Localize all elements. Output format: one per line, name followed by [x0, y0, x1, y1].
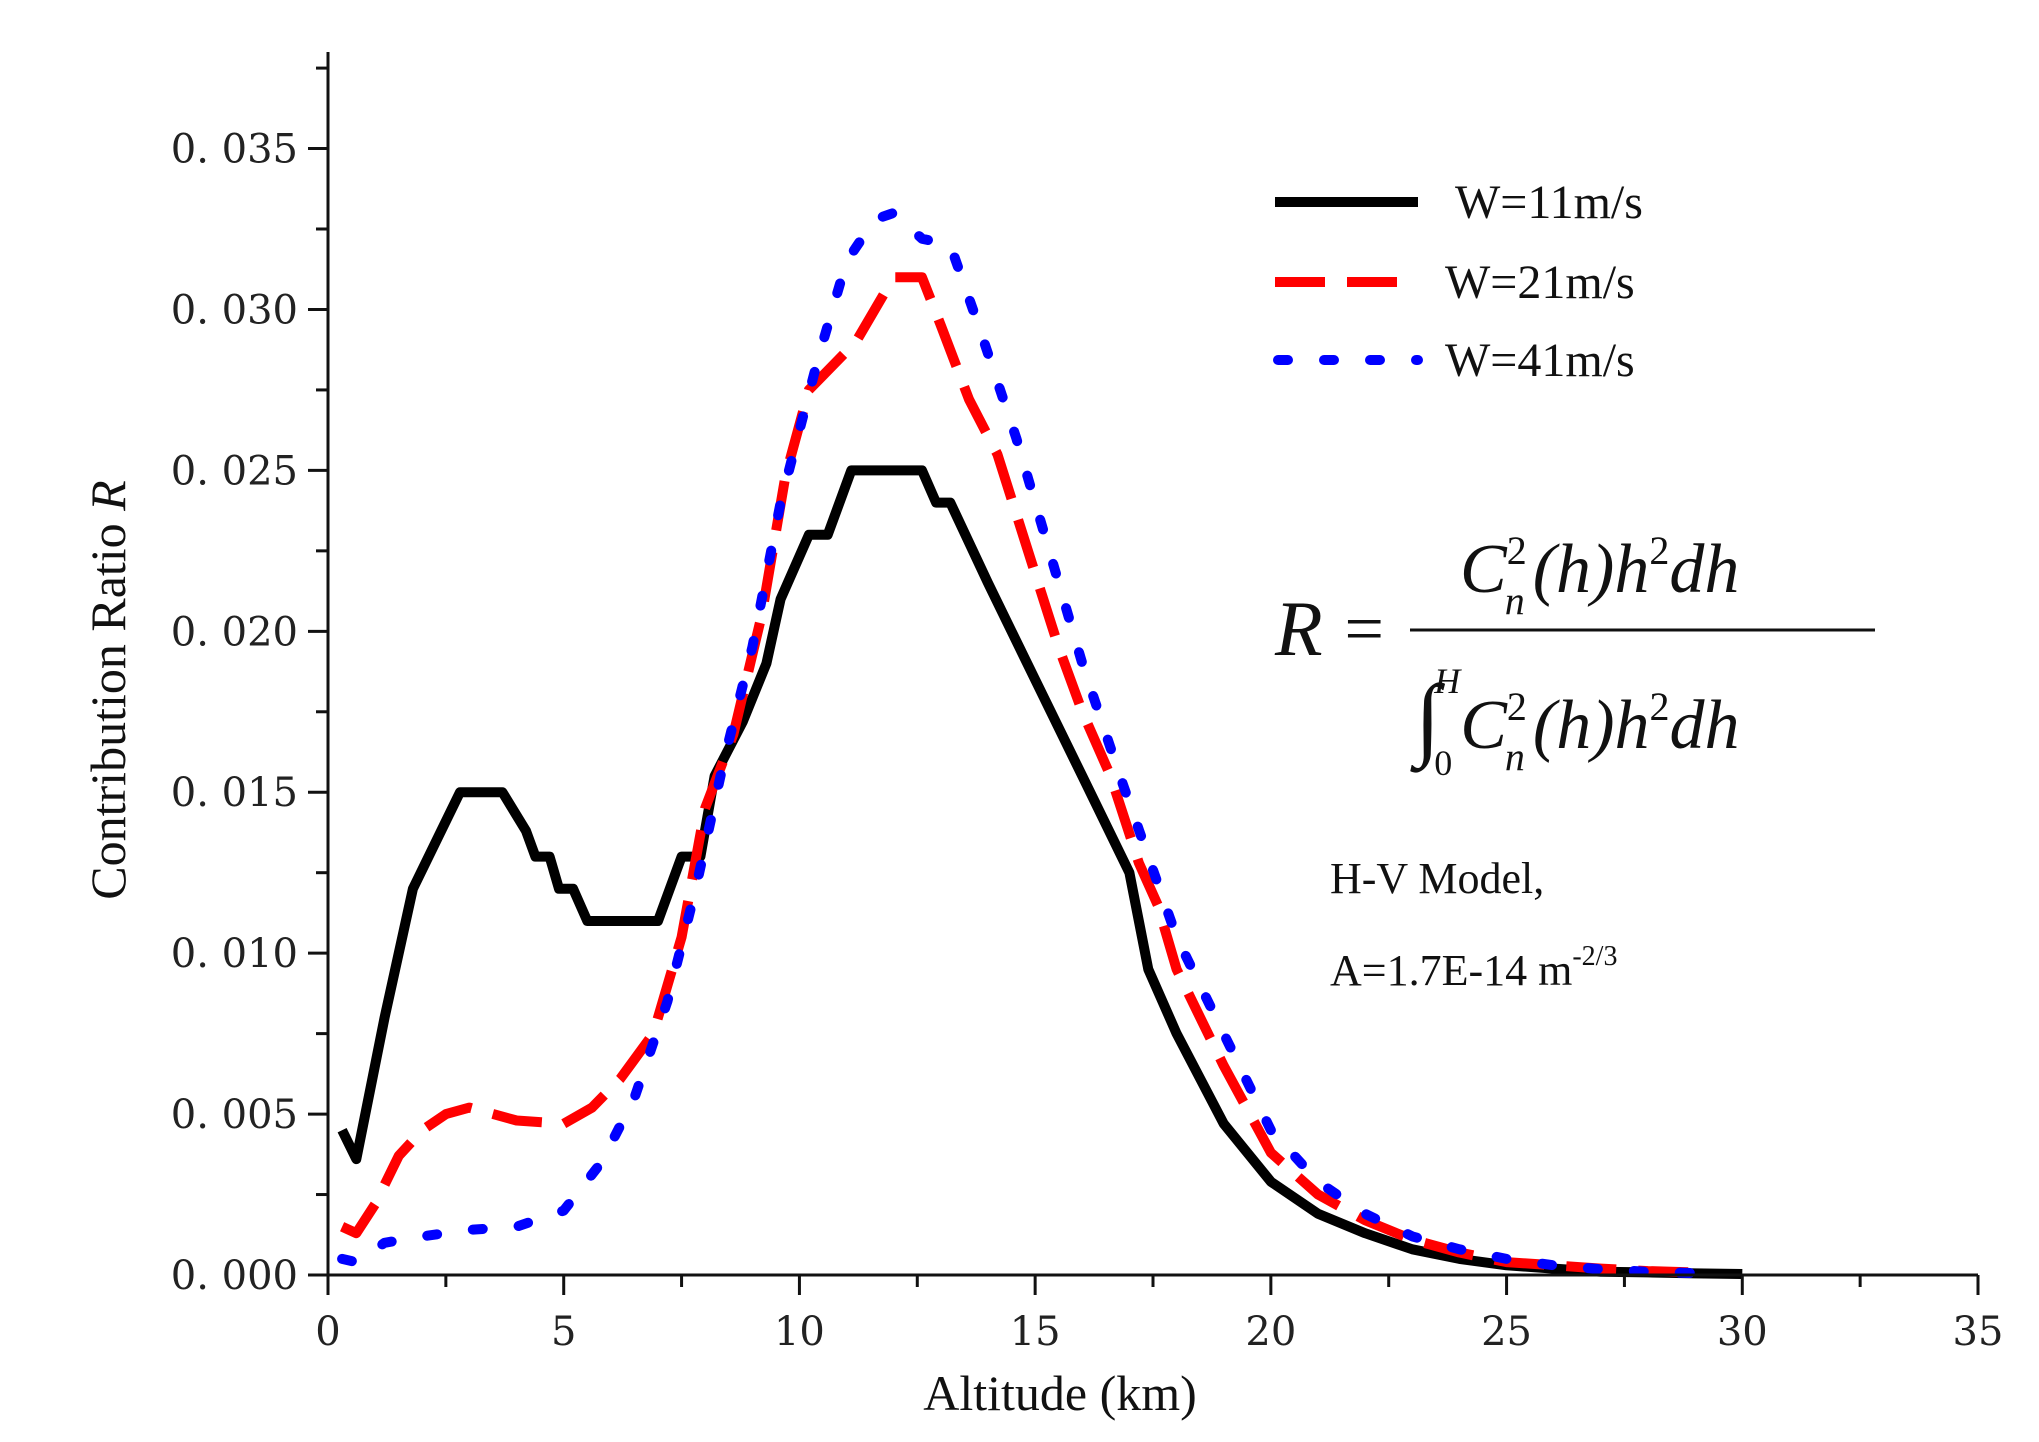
model-note-line2-text: A=1.7E-14 m — [1330, 946, 1572, 995]
x-tick-label: 10 — [774, 1309, 825, 1355]
formula-den-dh: dh — [1670, 687, 1740, 764]
formula-num-c-sub: n — [1505, 578, 1525, 623]
legend-label-w41: W=41m/s — [1445, 334, 1635, 387]
legend-label-w21: W=21m/s — [1445, 256, 1635, 309]
formula-den-c-sup: 2 — [1507, 684, 1527, 729]
formula-int-upper: H — [1433, 661, 1462, 701]
model-note-line2: A=1.7E-14 m-2/3 — [1330, 941, 1617, 995]
formula-num-h-sup: 2 — [1649, 528, 1669, 573]
formula-den-h-sup: 2 — [1650, 684, 1670, 729]
formula-num-c-sup: 2 — [1507, 528, 1527, 573]
formula-equals: = — [1340, 591, 1387, 668]
model-note-line2-sup: -2/3 — [1572, 941, 1617, 972]
legend-label-w11: W=11m/s — [1455, 176, 1643, 229]
y-axis-title-var: R — [80, 480, 136, 512]
formula-denominator: ∫H 0 C2 n (h)h2dh — [1410, 661, 1740, 783]
y-tick-label: 0. 030 — [171, 287, 298, 333]
y-axis-title: Contribution Ratio R — [80, 480, 136, 899]
formula-num-dh: dh — [1669, 531, 1739, 608]
series-line-2 — [340, 272, 1696, 1278]
y-tick-label: 0. 020 — [171, 609, 298, 655]
formula-numerator: C2 n (h)h2dh — [1460, 528, 1739, 623]
legend: W=11m/s W=21m/s W=41m/s — [1273, 176, 1643, 387]
x-tick-label: 0 — [315, 1309, 340, 1355]
formula-den-h: (h)h — [1533, 687, 1650, 764]
formula-num-c: C — [1460, 531, 1508, 608]
formula-int-lower: 0 — [1434, 743, 1452, 783]
y-tick-label: 0. 035 — [171, 127, 298, 173]
axes — [308, 52, 1980, 1295]
formula-num-h: (h)h — [1533, 531, 1650, 608]
y-tick-label: 0. 000 — [171, 1253, 298, 1299]
x-tick-label: 20 — [1245, 1309, 1296, 1355]
x-tick-label: 15 — [1010, 1309, 1061, 1355]
x-tick-label: 30 — [1717, 1309, 1768, 1355]
x-tick-label: 25 — [1481, 1309, 1532, 1355]
formula-lhs: R — [1274, 585, 1323, 672]
formula-den-c: C — [1460, 687, 1508, 764]
x-tick-label: 5 — [551, 1309, 576, 1355]
series-group — [337, 207, 1743, 1279]
formula-integral: ∫ — [1410, 666, 1445, 773]
formula: R = C2 n (h)h2dh ∫H 0 C2 n (h)h2dh — [1274, 528, 1875, 783]
series-line-3 — [337, 207, 1701, 1279]
formula-den-c-sub: n — [1505, 734, 1525, 779]
model-note-line1: H-V Model, — [1330, 854, 1544, 903]
y-axis-title-text: Contribution Ratio — [80, 511, 136, 900]
y-tick-label: 0. 015 — [171, 770, 298, 816]
x-axis-title: Altitude (km) — [923, 1365, 1197, 1421]
x-tick-label: 35 — [1953, 1309, 2004, 1355]
y-tick-label: 0. 010 — [171, 931, 298, 977]
y-tick-label: 0. 005 — [171, 1092, 298, 1138]
y-tick-label: 0. 025 — [171, 448, 298, 494]
series-line-1 — [337, 465, 1743, 1279]
